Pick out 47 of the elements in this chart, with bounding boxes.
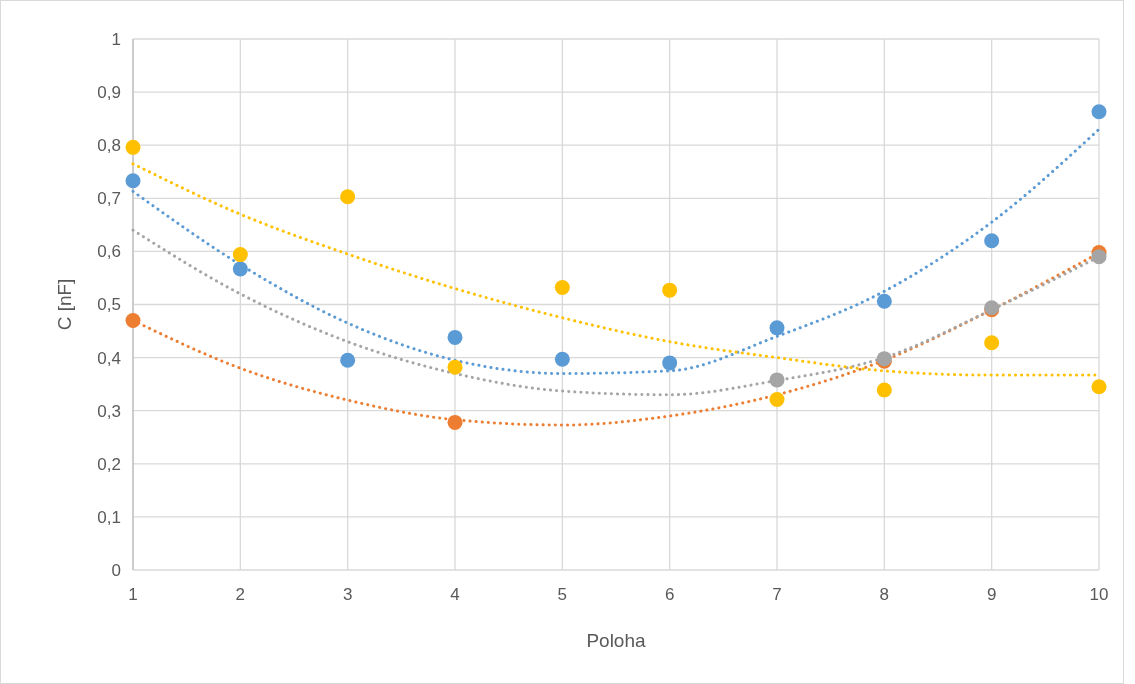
point — [125, 312, 141, 328]
point — [554, 280, 570, 296]
point — [1091, 249, 1107, 265]
point — [1091, 379, 1107, 395]
point — [125, 139, 141, 155]
y-axis-title: C [nF] — [54, 278, 75, 331]
point — [984, 335, 1000, 351]
x-tick-label: 2 — [235, 585, 246, 604]
y-tick-label: 0,5 — [97, 295, 121, 315]
y-tick-label: 0,3 — [97, 401, 121, 421]
point — [1091, 104, 1107, 120]
point — [662, 282, 678, 298]
y-tick-label: 0,8 — [97, 136, 121, 156]
y-tick-label: 0 — [111, 560, 121, 580]
x-tick-label: 7 — [772, 585, 782, 604]
x-tick-label: 5 — [557, 585, 568, 604]
y-tick-label: 0,4 — [97, 348, 121, 368]
x-tick-label: 1 — [128, 585, 138, 604]
x-tick-label: 8 — [879, 585, 890, 604]
x-tick-label: 3 — [342, 585, 353, 604]
point — [340, 352, 356, 368]
point — [769, 392, 785, 408]
x-axis-title: Poloha — [586, 630, 647, 651]
point — [447, 329, 463, 345]
point — [662, 355, 678, 371]
point — [232, 261, 248, 277]
y-tick-label: 1 — [111, 29, 121, 49]
point — [340, 189, 356, 205]
point — [447, 359, 463, 375]
point — [554, 351, 570, 367]
point — [447, 414, 463, 430]
y-tick-label: 0,2 — [97, 454, 121, 474]
point — [876, 382, 892, 398]
y-tick-label: 0,1 — [97, 507, 121, 527]
point — [232, 247, 248, 263]
x-tick-label: 10 — [1089, 585, 1109, 604]
x-tick-label: 9 — [986, 585, 997, 604]
x-tick-label: 6 — [664, 585, 675, 604]
y-tick-label: 0,6 — [97, 242, 121, 262]
point — [984, 233, 1000, 249]
point — [769, 372, 785, 388]
y-tick-label: 0,7 — [97, 189, 121, 209]
point — [125, 173, 141, 189]
x-tick-label: 4 — [450, 585, 460, 604]
point — [876, 293, 892, 309]
y-tick-label: 0,9 — [97, 83, 121, 103]
point — [769, 320, 785, 336]
